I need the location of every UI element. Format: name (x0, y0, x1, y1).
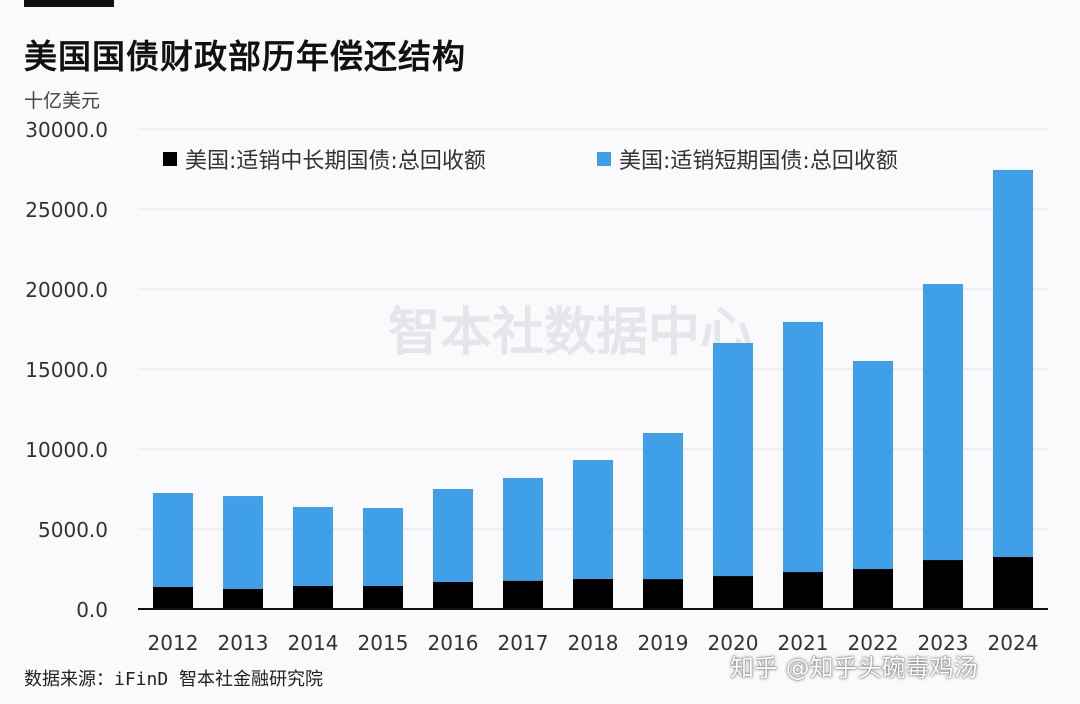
bar-medium-long-term (783, 572, 823, 609)
top-accent-bar (24, 0, 114, 7)
x-tick-label: 2013 (218, 631, 269, 655)
bar-short-term (923, 284, 963, 561)
bar-medium-long-term (643, 579, 683, 609)
x-tick-label: 2015 (358, 631, 409, 655)
x-tick-label: 2016 (428, 631, 479, 655)
x-tick-label: 2014 (288, 631, 339, 655)
bar-medium-long-term (993, 557, 1033, 609)
x-tick-label: 2024 (988, 631, 1039, 655)
data-source: 数据来源：iFinD 智本社金融研究院 (24, 669, 324, 690)
x-tick-label: 2022 (848, 631, 899, 655)
bar-short-term (293, 507, 333, 586)
x-tick-label: 2018 (568, 631, 619, 655)
bar-medium-long-term (573, 578, 613, 609)
bar-medium-long-term (363, 585, 403, 609)
bar-medium-long-term (433, 581, 473, 609)
x-tick-label: 2021 (778, 631, 829, 655)
bar-medium-long-term (713, 576, 753, 609)
bar-short-term (713, 343, 753, 577)
bar-short-term (783, 321, 823, 573)
y-axis-unit: 十亿美元 (24, 90, 101, 112)
bar-short-term (503, 477, 543, 581)
x-tick-label: 2023 (918, 631, 969, 655)
x-tick-label: 2019 (638, 631, 689, 655)
x-tick-label: 2020 (708, 631, 759, 655)
bar-short-term (153, 493, 193, 587)
y-tick-label: 0.0 (76, 598, 108, 622)
legend-label: 美国:适销中长期国债:总回收额 (185, 149, 486, 174)
bar-short-term (363, 508, 403, 586)
bar-short-term (433, 489, 473, 582)
watermark: 智本社数据中心 (388, 303, 752, 363)
legend-swatch (597, 152, 611, 166)
legend-swatch (163, 152, 177, 166)
bar-medium-long-term (923, 560, 963, 609)
x-tick-label: 2012 (148, 631, 199, 655)
credit-watermark: 知乎 @知乎头碗毒鸡汤 (730, 654, 978, 682)
bar-medium-long-term (853, 569, 893, 609)
bar-short-term (223, 496, 263, 589)
chart-title: 美国国债财政部历年偿还结构 (24, 37, 466, 76)
y-tick-label: 20000.0 (25, 278, 108, 302)
y-tick-label: 25000.0 (25, 198, 108, 222)
bar-medium-long-term (503, 580, 543, 609)
bar-short-term (853, 361, 893, 569)
y-tick-label: 10000.0 (25, 438, 108, 462)
bar-short-term (573, 460, 613, 579)
y-tick-label: 30000.0 (25, 118, 108, 142)
bar-short-term (643, 433, 683, 580)
legend-label: 美国:适销短期国债:总回收额 (619, 149, 898, 174)
bar-short-term (993, 169, 1033, 557)
y-tick-label: 5000.0 (38, 518, 108, 542)
bar-medium-long-term (293, 585, 333, 609)
x-tick-label: 2017 (498, 631, 549, 655)
y-tick-label: 15000.0 (25, 358, 108, 382)
bar-medium-long-term (223, 589, 263, 609)
bar-medium-long-term (153, 587, 193, 609)
